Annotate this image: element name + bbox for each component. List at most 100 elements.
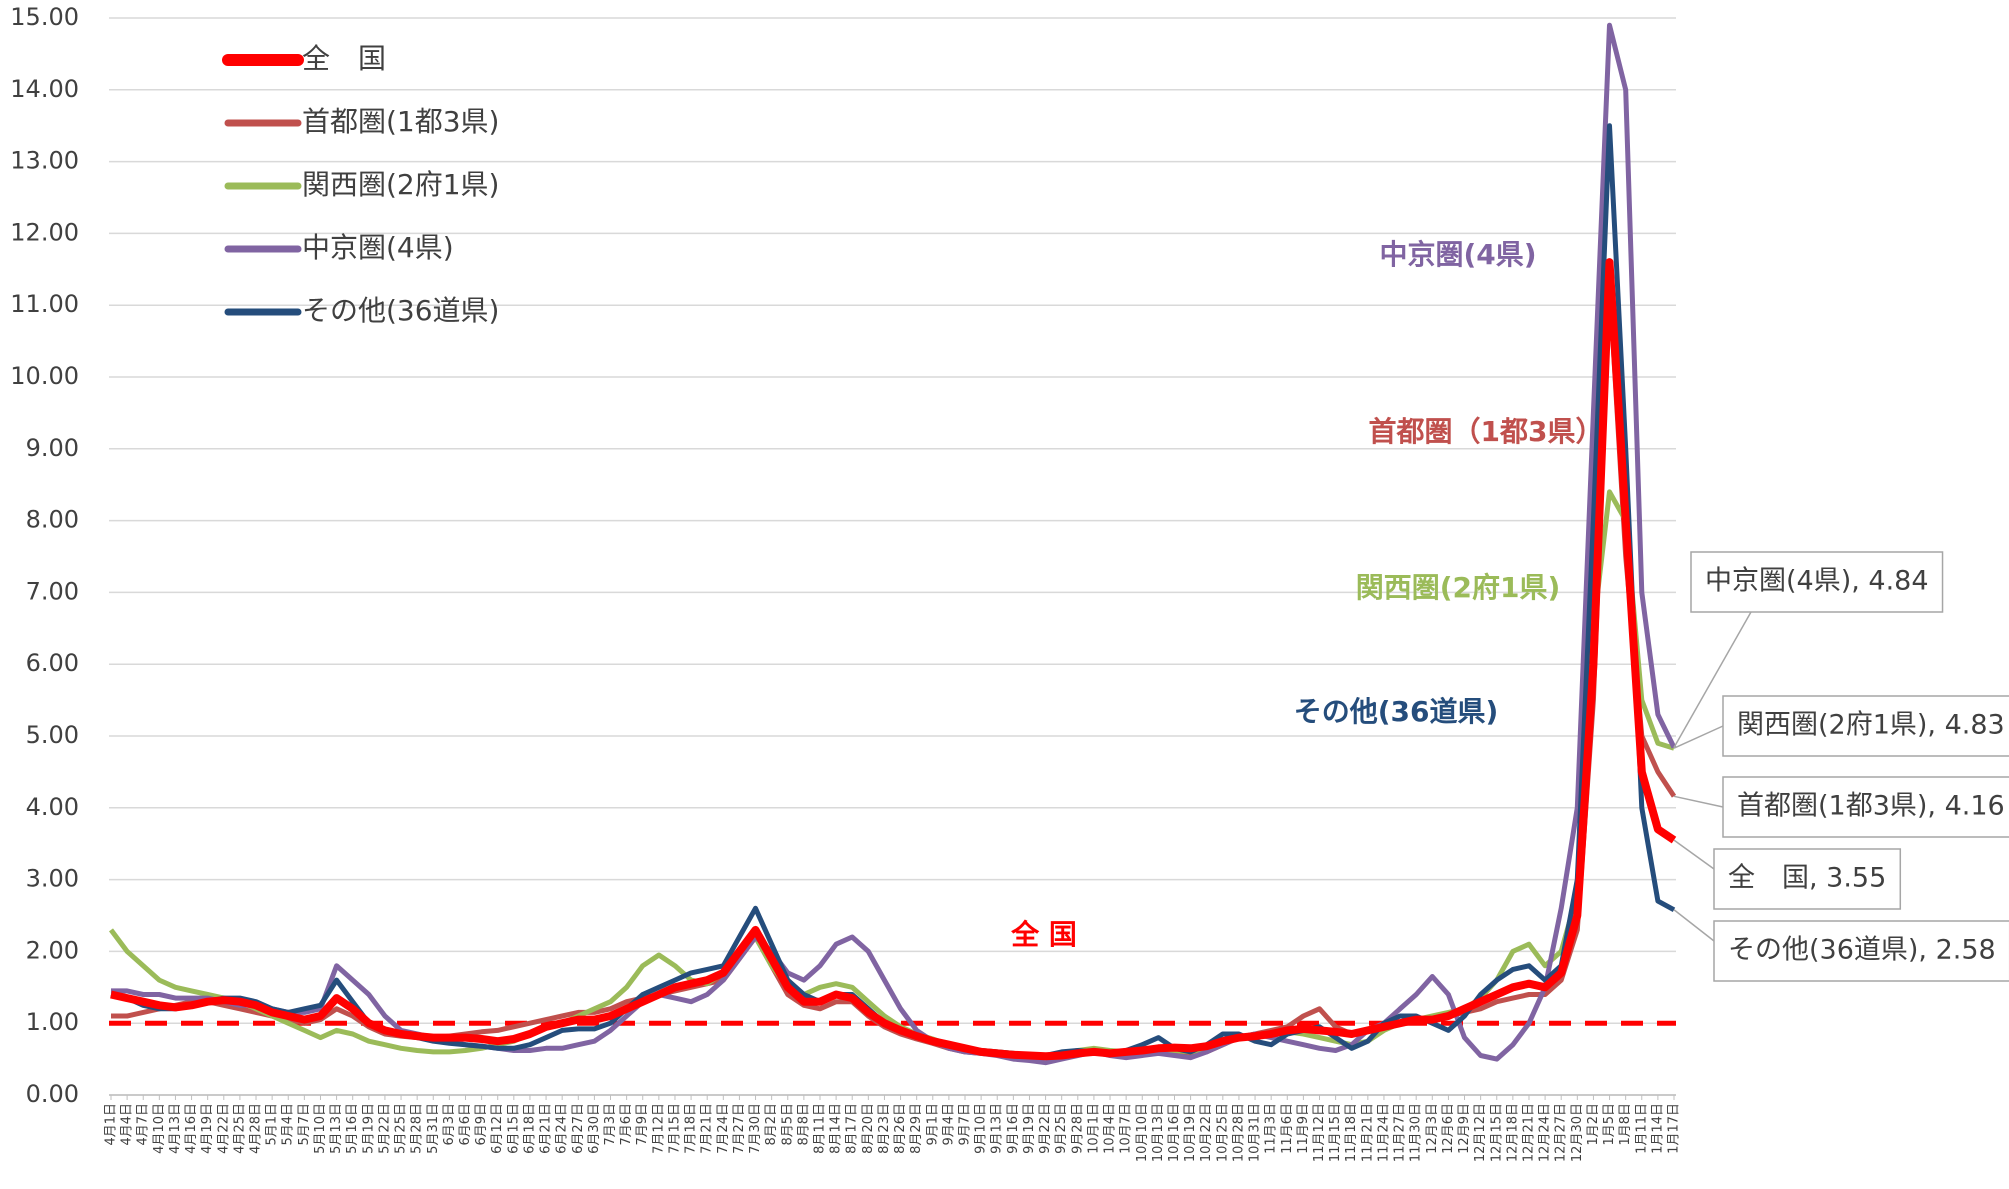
- x-tick-label: 8月5日: [780, 1103, 795, 1146]
- x-tick-label: 9月19日: [1022, 1103, 1037, 1154]
- callout-label: 中京圏(4県), 4.84: [1705, 566, 1929, 597]
- x-tick-label: 12月21日: [1521, 1103, 1536, 1162]
- x-tick-label: 4月13日: [168, 1103, 183, 1154]
- x-tick-label: 10月1日: [1086, 1103, 1101, 1154]
- x-tick-label: 10月28日: [1231, 1103, 1246, 1162]
- legend-label: 中京圏(4県): [302, 231, 454, 264]
- x-tick-label: 7月18日: [684, 1103, 699, 1154]
- x-tick-label: 11月3日: [1264, 1103, 1279, 1154]
- x-tick-label: 4月25日: [232, 1103, 247, 1154]
- legend-label: その他(36道県): [302, 294, 499, 327]
- callout-leader: [1673, 909, 1715, 942]
- x-tick-label: 6月27日: [571, 1103, 586, 1154]
- series-line: [111, 22, 1677, 1066]
- x-tick-label: 12月15日: [1489, 1103, 1504, 1162]
- x-tick-label: 5月4日: [281, 1103, 296, 1146]
- y-tick-label: 10.00: [10, 362, 79, 390]
- series-line: [111, 281, 1677, 1060]
- y-tick-label: 15.00: [10, 3, 79, 31]
- callout: 中京圏(4県), 4.84: [1673, 551, 1944, 748]
- y-tick-label: 6.00: [26, 649, 79, 677]
- x-tick-label: 6月6日: [458, 1103, 473, 1146]
- x-tick-label: 5月13日: [329, 1103, 344, 1154]
- x-tick-label: 11月12日: [1312, 1103, 1327, 1162]
- callout: その他(36道県), 2.58: [1673, 909, 2009, 982]
- callout-label: その他(36道県), 2.58: [1728, 935, 1996, 966]
- x-tick-label: 5月19日: [361, 1103, 376, 1154]
- callout-leader: [1673, 795, 1724, 808]
- x-tick-label: 7月15日: [667, 1103, 682, 1154]
- callout: 関西圏(2府1県), 4.83: [1673, 695, 2009, 757]
- x-tick-label: 12月24日: [1538, 1103, 1553, 1162]
- series-annotation: 中京圏(4県): [1379, 238, 1536, 271]
- callout-leader: [1673, 839, 1715, 870]
- series-line: [110, 258, 1677, 1061]
- x-tick-label: 8月14日: [829, 1103, 844, 1154]
- series-annotation: その他(36道県): [1294, 695, 1499, 728]
- y-tick-label: 14.00: [10, 75, 79, 103]
- y-tick-label: 3.00: [26, 865, 79, 893]
- x-tick-label: 11月21日: [1360, 1103, 1375, 1162]
- x-tick-label: 6月18日: [522, 1103, 537, 1154]
- x-tick-label: 4月28日: [249, 1103, 264, 1154]
- x-tick-label: 4月22日: [216, 1103, 231, 1154]
- x-tick-label: 5月28日: [410, 1103, 425, 1154]
- x-tick-label: 11月15日: [1328, 1103, 1343, 1162]
- x-tick-label: 6月3日: [442, 1103, 457, 1146]
- x-tick-label: 5月22日: [377, 1103, 392, 1154]
- x-tick-label: 7月3日: [603, 1103, 618, 1146]
- x-tick-label: 9月10日: [974, 1103, 989, 1154]
- x-tick-label: 1月14日: [1650, 1103, 1665, 1154]
- x-tick-label: 7月9日: [635, 1103, 650, 1146]
- x-tick-label: 10月19日: [1183, 1103, 1198, 1162]
- x-tick-label: 10月7日: [1119, 1103, 1134, 1154]
- x-tick-label: 1月11日: [1634, 1103, 1649, 1154]
- x-tick-label: 10月16日: [1167, 1103, 1182, 1162]
- x-tick-label: 9月22日: [1038, 1103, 1053, 1154]
- x-tick-label: 12月3日: [1425, 1103, 1440, 1154]
- x-tick-label: 4月1日: [104, 1103, 119, 1146]
- x-tick-label: 8月2日: [764, 1103, 779, 1146]
- x-tick-label: 7月30日: [748, 1103, 763, 1154]
- x-tick-label: 12月12日: [1473, 1103, 1488, 1162]
- series-annotation: 関西圏(2府1県): [1356, 571, 1561, 604]
- x-tick-label: 8月26日: [893, 1103, 908, 1154]
- x-tick-label: 8月20日: [861, 1103, 876, 1154]
- callout-label: 首都圏(1都3県), 4.16: [1737, 791, 2005, 822]
- x-tick-label: 6月30日: [587, 1103, 602, 1154]
- x-tick-label: 4月19日: [200, 1103, 215, 1154]
- x-tick-label: 11月24日: [1376, 1103, 1391, 1162]
- callout-label: 全 国, 3.55: [1728, 863, 1886, 894]
- x-tick-label: 11月9日: [1296, 1103, 1311, 1154]
- x-tick-label: 9月25日: [1054, 1103, 1069, 1154]
- x-tick-label: 6月21日: [539, 1103, 554, 1154]
- x-tick-label: 4月10日: [152, 1103, 167, 1154]
- callout-box: [1690, 551, 1944, 613]
- x-tick-label: 7月27日: [732, 1103, 747, 1154]
- x-tick-label: 4月7日: [136, 1103, 151, 1146]
- x-tick-label: 10月22日: [1199, 1103, 1214, 1162]
- x-tick-label: 9月13日: [990, 1103, 1005, 1154]
- y-tick-label: 2.00: [26, 936, 79, 964]
- x-tick-label: 5月31日: [426, 1103, 441, 1154]
- x-tick-label: 9月16日: [1006, 1103, 1021, 1154]
- x-tick-label: 6月15日: [506, 1103, 521, 1154]
- x-tick-label: 1月17日: [1667, 1103, 1682, 1154]
- legend-label: 全 国: [302, 42, 386, 75]
- x-tick-label: 12月9日: [1457, 1103, 1472, 1154]
- y-tick-label: 5.00: [26, 721, 79, 749]
- callout-box: [1722, 695, 2009, 757]
- callout: 全 国, 3.55: [1673, 839, 1902, 910]
- callout-label: 関西圏(2府1県), 4.83: [1737, 710, 2005, 741]
- x-tick-label: 4月4日: [120, 1103, 135, 1146]
- x-tick-label: 8月23日: [877, 1103, 892, 1154]
- y-tick-label: 11.00: [10, 290, 79, 318]
- series-annotation: 首都圏（1都3県）: [1369, 415, 1604, 448]
- y-tick-label: 1.00: [26, 1008, 79, 1036]
- x-tick-label: 11月30日: [1409, 1103, 1424, 1162]
- x-tick-label: 5月16日: [345, 1103, 360, 1154]
- x-tick-label: 1月8日: [1618, 1103, 1633, 1146]
- x-tick-label: 7月21日: [700, 1103, 715, 1154]
- callout-leader: [1673, 725, 1724, 749]
